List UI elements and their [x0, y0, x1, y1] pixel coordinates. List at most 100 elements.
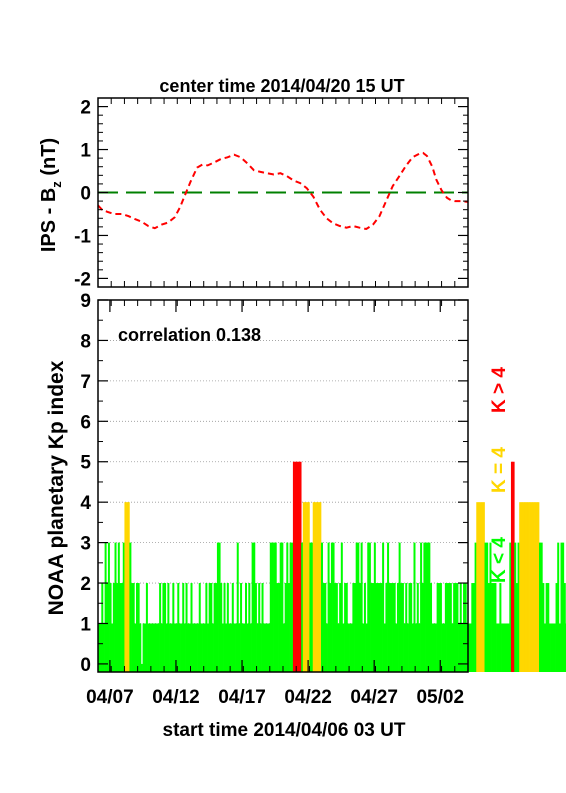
- kp-bar: [484, 542, 487, 672]
- top-plot-area: 2 1 0 -1 -2: [74, 97, 469, 290]
- kp-bar: [454, 583, 457, 672]
- kp-bar: [292, 461, 295, 672]
- kp-bar: [235, 623, 238, 672]
- kp-bar: [251, 542, 254, 672]
- kp-bar: [340, 542, 343, 672]
- kp-bar: [216, 542, 219, 672]
- kp-bar: [104, 542, 107, 672]
- kp-bar: [464, 583, 467, 672]
- kp-bar: [433, 623, 436, 672]
- kp-bar: [230, 623, 233, 672]
- kp-bar: [228, 623, 231, 672]
- kp-bar: [182, 583, 185, 672]
- kp-bar: [352, 583, 355, 672]
- kp-bar: [98, 623, 101, 672]
- kp-bar: [334, 583, 337, 672]
- kp-bar: [425, 542, 428, 672]
- kp-bar: [524, 502, 527, 672]
- kp-bar: [487, 583, 490, 672]
- kp-bar: [535, 502, 538, 672]
- kp-bar: [520, 502, 523, 672]
- kp-bar: [335, 583, 338, 672]
- top-y-tick-label: -1: [74, 226, 91, 247]
- kp-bar: [449, 583, 452, 672]
- bottom-x-tick-label: 04/07: [86, 687, 134, 708]
- kp-bar: [121, 583, 124, 672]
- kp-bar: [430, 583, 433, 672]
- kp-bar: [344, 583, 347, 672]
- kp-bar: [127, 502, 130, 672]
- bottom-y-tick-label: 3: [80, 534, 91, 555]
- kp-bar: [552, 623, 555, 672]
- kp-bar: [301, 542, 304, 672]
- kp-bar: [190, 583, 193, 672]
- kp-bar: [515, 583, 518, 672]
- kp-bar: [236, 542, 239, 672]
- kp-bar: [408, 583, 411, 672]
- bottom-y-tick-label: 0: [80, 655, 91, 676]
- kp-bar: [294, 461, 297, 672]
- kp-bar: [562, 542, 565, 672]
- kp-bar: [370, 583, 373, 672]
- kp-bar: [140, 663, 143, 672]
- kp-bar: [221, 623, 224, 672]
- kp-bar: [283, 623, 286, 672]
- kp-bar: [380, 583, 383, 672]
- kp-bar: [543, 623, 546, 672]
- kp-bar: [187, 623, 190, 672]
- kp-bar: [320, 542, 323, 672]
- bottom-y-tick-label: 9: [80, 291, 91, 312]
- kp-bar: [167, 583, 170, 672]
- kp-bar: [443, 623, 446, 672]
- kp-bar: [444, 583, 447, 672]
- kp-bar: [517, 542, 520, 672]
- kp-bar: [349, 623, 352, 672]
- kp-bar: [547, 583, 550, 672]
- kp-bar: [268, 623, 271, 672]
- bottom-y-tick-label: 4: [80, 493, 91, 514]
- kp-bar: [116, 583, 119, 672]
- kp-bar: [510, 461, 513, 672]
- kp-bar: [119, 583, 122, 672]
- bottom-x-tick-label: 04/27: [350, 687, 398, 708]
- kp-bar: [491, 583, 494, 672]
- kp-bar: [139, 623, 142, 672]
- kp-bar: [117, 542, 120, 672]
- kp-bar: [459, 583, 462, 672]
- kp-bar: [350, 623, 353, 672]
- kp-bar: [297, 461, 300, 672]
- kp-bar: [436, 583, 439, 672]
- kp-bar: [159, 583, 162, 672]
- kp-bar: [210, 583, 213, 672]
- kp-bar: [111, 623, 114, 672]
- kp-bar: [375, 583, 378, 672]
- kp-bar: [368, 542, 371, 672]
- kp-bar: [392, 583, 395, 672]
- kp-bar: [200, 623, 203, 672]
- legend: K < 4 K = 4 K > 4: [489, 367, 510, 583]
- kp-bar: [558, 623, 561, 672]
- kp-bar: [441, 623, 444, 672]
- kp-bar: [233, 623, 236, 672]
- bottom-x-axis-label: start time 2014/04/06 03 UT: [163, 720, 406, 741]
- kp-bar: [312, 502, 315, 672]
- kp-bar: [481, 502, 484, 672]
- kp-bar: [363, 583, 366, 672]
- kp-bar: [106, 583, 109, 672]
- kp-bar: [358, 583, 361, 672]
- kp-bar: [183, 623, 186, 672]
- kp-bar: [122, 542, 125, 672]
- bottom-x-tick-label: 05/02: [416, 687, 464, 708]
- kp-bar: [246, 623, 249, 672]
- kp-bar: [329, 583, 332, 672]
- kp-bar: [172, 583, 175, 672]
- kp-bar: [342, 623, 345, 672]
- kp-bar: [345, 583, 348, 672]
- kp-bar: [263, 623, 266, 672]
- kp-bar: [377, 583, 380, 672]
- kp-bar: [284, 583, 287, 672]
- kp-bar: [540, 542, 543, 672]
- kp-bar: [396, 583, 399, 672]
- kp-bar: [218, 542, 221, 672]
- top-y-tick-label: -2: [74, 269, 91, 290]
